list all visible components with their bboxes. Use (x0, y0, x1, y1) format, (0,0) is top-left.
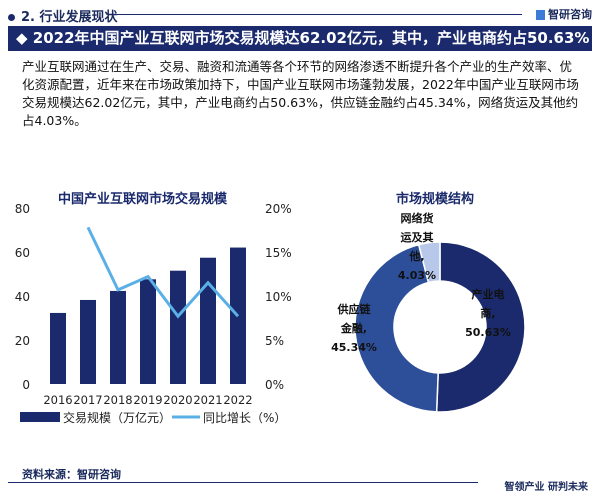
divider (112, 14, 522, 15)
y-left-tick: 80 (15, 202, 30, 216)
bar-chart-title: 中国产业互联网市场交易规模 (58, 192, 228, 207)
bar (110, 290, 126, 384)
bar (170, 270, 186, 384)
bar (50, 312, 66, 384)
slice-label-name: 供应链 (337, 302, 372, 316)
description: 产业互联网通过在生产、交易、融资和流通等各个环节的网络渗透不断提升各个产业的生产… (22, 59, 579, 128)
banner: ◆ 2022年中国产业互联网市场交易规模达62.02亿元，其中，产业电商约占50… (8, 26, 592, 51)
logo-text: 智研咨询 (548, 8, 592, 21)
logo-icon (536, 10, 545, 20)
slice-label-value: 4.03% (398, 269, 436, 282)
y-right-tick: 15% (265, 246, 292, 260)
x-tick: 2018 (103, 393, 132, 407)
slice-label-name: 他, (408, 249, 424, 263)
donut-chart: 产业电商, 50.63% 供应链金融, 45.34% 网络货运及其他, 4.03% (331, 211, 526, 413)
bar (140, 279, 156, 384)
y-left-tick: 60 (15, 246, 30, 260)
slice-label-name: 金融, (340, 321, 367, 335)
slogan: 智领产业 研判未来 (504, 482, 588, 493)
source-note: 资料来源：智研咨询 (22, 468, 121, 481)
pie-chart-title: 市场规模结构 (396, 192, 475, 207)
x-tick: 2017 (73, 393, 102, 407)
donut-slice (417, 241, 441, 284)
footer-divider (8, 482, 478, 483)
donut-slice (354, 243, 439, 413)
slice-label-name: 运及其 (401, 230, 434, 244)
bullet-icon (8, 14, 15, 21)
slice-label-name: 网络货 (401, 211, 434, 225)
banner-title: 2022年中国产业互联网市场交易规模达62.02亿元，其中，产业电商约占50.6… (32, 29, 590, 47)
section-title: 2. 行业发展现状 (8, 6, 118, 25)
slice-label-value: 45.34% (331, 341, 377, 354)
slice-label-name: 产业电 (472, 287, 505, 301)
legend-bar-label: 交易规模（万亿元） (63, 410, 171, 425)
legend-line-label: 同比增长（%） (203, 411, 286, 425)
x-tick: 2022 (223, 393, 252, 407)
donut-slice (435, 241, 526, 413)
y-right-tick: 5% (265, 334, 284, 348)
y-left-tick: 0 (22, 378, 30, 392)
growth-line (86, 226, 240, 319)
x-tick: 2019 (133, 393, 162, 407)
y-right-tick: 0% (265, 378, 284, 392)
brand-logo: 智研咨询 (536, 6, 592, 22)
slice-label-value: 50.63% (465, 326, 511, 339)
x-tick: 2021 (193, 393, 222, 407)
y-left-tick: 20 (15, 334, 30, 348)
legend-bar-swatch (20, 412, 60, 422)
bar (80, 299, 96, 384)
bar (200, 257, 216, 384)
slice-label-name: 商, (480, 306, 495, 320)
x-tick: 2016 (43, 393, 72, 407)
y-right-tick: 10% (265, 290, 292, 304)
x-tick: 2020 (163, 393, 192, 407)
y-right-tick: 20% (265, 202, 292, 216)
section-label: 2. 行业发展现状 (21, 10, 118, 25)
y-left-tick: 40 (15, 290, 30, 304)
